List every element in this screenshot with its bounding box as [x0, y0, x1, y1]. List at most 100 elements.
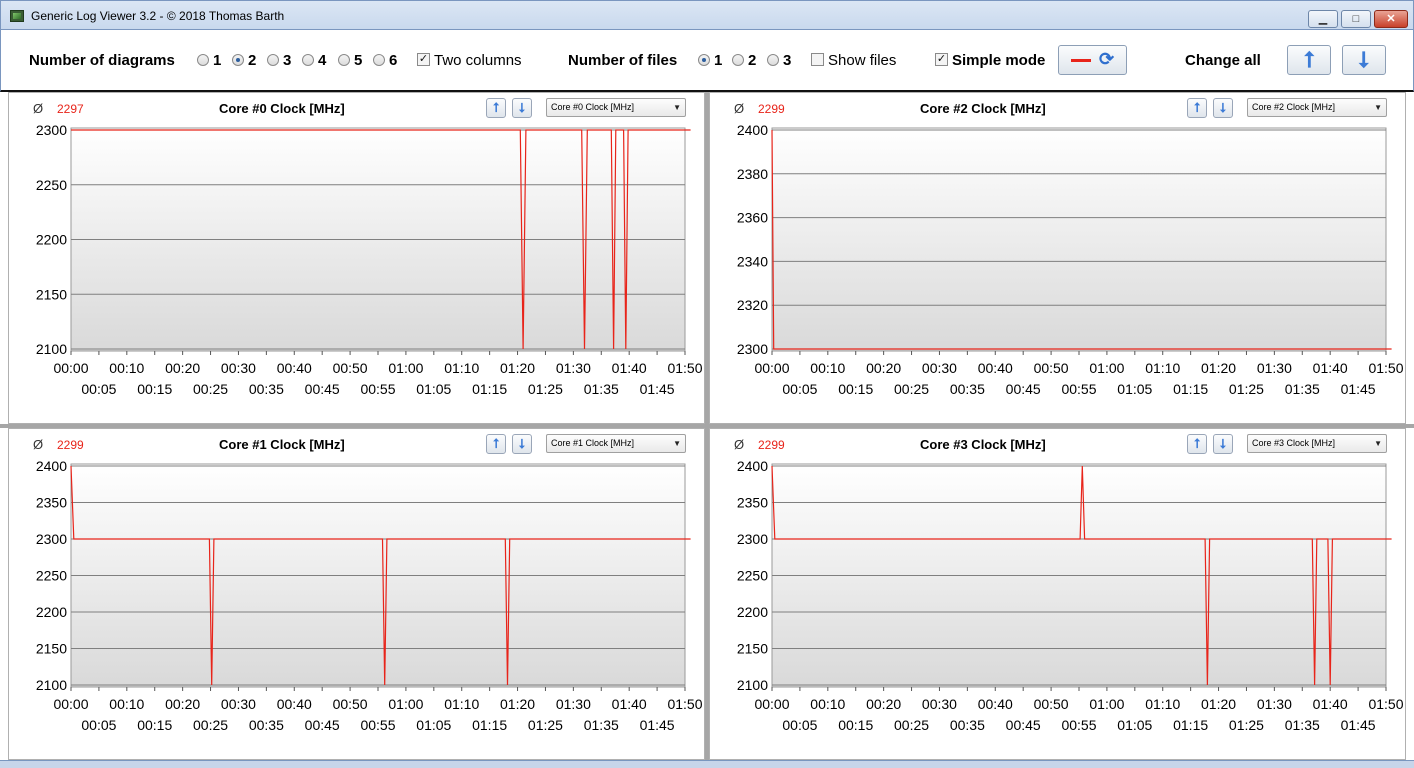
- show-files-checkbox[interactable]: [811, 53, 824, 66]
- diagram-panel-core3: Ø 2299 Core #3 Clock [MHz] ⭡ ⭣ Core #3 C…: [709, 428, 1406, 760]
- x-tick-label: 00:45: [1006, 717, 1041, 733]
- sensor-select[interactable]: Core #2 Clock [MHz] ▼: [1247, 98, 1387, 117]
- x-tick-label: 01:50: [667, 360, 702, 376]
- files-option-1: 1: [714, 52, 723, 69]
- simple-mode-checkbox[interactable]: ✓: [935, 53, 948, 66]
- window-title: Generic Log Viewer 3.2 - © 2018 Thomas B…: [31, 9, 285, 23]
- move-down-all-button[interactable]: ⭣: [1342, 45, 1386, 75]
- x-tick-label: 01:25: [528, 717, 563, 733]
- series-line: [771, 129, 1392, 350]
- sensor-select[interactable]: Core #1 Clock [MHz] ▼: [546, 434, 686, 453]
- files-radio-3[interactable]: [767, 54, 779, 66]
- move-down-button[interactable]: ⭣: [1213, 98, 1233, 118]
- diagrams-radio-2[interactable]: [232, 54, 244, 66]
- move-up-button[interactable]: ⭡: [1187, 98, 1207, 118]
- average-value: 2297: [57, 102, 84, 116]
- x-tick-label: 01:45: [1341, 381, 1376, 397]
- move-up-button[interactable]: ⭡: [1187, 434, 1207, 454]
- sensor-select[interactable]: Core #3 Clock [MHz] ▼: [1247, 434, 1387, 453]
- sensor-select[interactable]: Core #0 Clock [MHz] ▼: [546, 98, 686, 117]
- x-tick-label: 00:15: [137, 381, 172, 397]
- y-tick-label: 2360: [737, 210, 768, 226]
- diagrams-radio-6[interactable]: [373, 54, 385, 66]
- x-tick-label: 00:55: [1061, 381, 1096, 397]
- x-tick-label: 01:05: [1117, 717, 1152, 733]
- x-tick-label: 01:15: [1173, 381, 1208, 397]
- diagrams-label: Number of diagrams: [29, 52, 175, 69]
- x-tick-label: 01:05: [416, 717, 451, 733]
- move-up-button[interactable]: ⭡: [486, 434, 506, 454]
- close-button[interactable]: ✕: [1374, 10, 1408, 28]
- x-tick-label: 00:25: [193, 717, 228, 733]
- x-tick-label: 01:30: [556, 696, 591, 712]
- move-up-all-button[interactable]: ⭡: [1287, 45, 1331, 75]
- x-tick-label: 01:50: [667, 696, 702, 712]
- x-tick-label: 01:40: [612, 360, 647, 376]
- move-down-button[interactable]: ⭣: [512, 98, 532, 118]
- move-up-button[interactable]: ⭡: [486, 98, 506, 118]
- x-tick-label: 00:30: [922, 360, 957, 376]
- x-tick-label: 01:20: [500, 360, 535, 376]
- diagrams-radio-1[interactable]: [197, 54, 209, 66]
- x-tick-label: 01:40: [612, 696, 647, 712]
- diagrams-radio-4[interactable]: [302, 54, 314, 66]
- x-tick-label: 00:00: [754, 360, 789, 376]
- x-tick-label: 00:20: [165, 360, 200, 376]
- x-tick-label: 00:25: [193, 381, 228, 397]
- change-all-label: Change all: [1185, 52, 1261, 69]
- y-tick-label: 2250: [737, 568, 768, 584]
- x-tick-label: 00:40: [978, 696, 1013, 712]
- x-tick-label: 01:30: [556, 360, 591, 376]
- diagrams-radio-5[interactable]: [338, 54, 350, 66]
- x-tick-label: 00:15: [838, 717, 873, 733]
- line-chart: 2100 2150 2200 2250 2300 00:00 00:10 00:20 00:30…: [36, 122, 703, 397]
- files-radio-2[interactable]: [732, 54, 744, 66]
- x-tick-label: 01:15: [472, 381, 507, 397]
- y-tick-label: 2250: [36, 177, 67, 193]
- x-tick-label: 01:15: [1173, 717, 1208, 733]
- refresh-icon: ⟳: [1099, 49, 1115, 69]
- diagrams-option-5: 5: [354, 52, 363, 69]
- diagrams-option-3: 3: [283, 52, 292, 69]
- x-tick-label: 01:25: [528, 381, 563, 397]
- x-tick-label: 00:30: [922, 696, 957, 712]
- x-tick-label: 00:05: [782, 717, 817, 733]
- x-tick-label: 01:50: [1368, 360, 1403, 376]
- x-tick-label: 01:20: [500, 696, 535, 712]
- move-down-button[interactable]: ⭣: [1213, 434, 1233, 454]
- x-tick-label: 00:40: [978, 360, 1013, 376]
- arrow-up-icon: ⭡: [1193, 100, 1201, 115]
- diagram-panel-core1: Ø 2299 Core #1 Clock [MHz] ⭡ ⭣ Core #1 C…: [8, 428, 705, 760]
- show-files-label: Show files: [828, 52, 897, 69]
- sensor-select-value: Core #0 Clock [MHz]: [551, 102, 635, 112]
- files-radio-1[interactable]: [698, 54, 710, 66]
- x-tick-label: 01:50: [1368, 696, 1403, 712]
- y-tick-label: 2200: [36, 604, 67, 620]
- x-tick-label: 01:00: [1089, 696, 1124, 712]
- x-tick-label: 00:40: [277, 360, 312, 376]
- chevron-down-icon: ▼: [1374, 439, 1382, 448]
- diagram-title: Core #2 Clock [MHz]: [920, 101, 1046, 116]
- x-tick-label: 00:30: [221, 360, 256, 376]
- x-tick-label: 00:40: [277, 696, 312, 712]
- y-tick-label: 2100: [36, 341, 67, 357]
- x-tick-label: 01:05: [1117, 381, 1152, 397]
- toolbar: Number of diagrams 1 2 3 4 5 6 ✓ Two col…: [0, 30, 1414, 92]
- two-columns-checkbox[interactable]: ✓: [417, 53, 430, 66]
- x-tick-label: 00:45: [305, 381, 340, 397]
- x-tick-label: 00:35: [249, 717, 284, 733]
- x-tick-label: 00:10: [109, 696, 144, 712]
- maximize-button[interactable]: □: [1341, 10, 1371, 28]
- diagram-title: Core #0 Clock [MHz]: [219, 101, 345, 116]
- x-tick-label: 00:00: [53, 696, 88, 712]
- horizontal-splitter[interactable]: [0, 424, 1414, 428]
- series-line: [771, 465, 1392, 686]
- diagrams-radio-3[interactable]: [267, 54, 279, 66]
- x-tick-label: 01:20: [1201, 696, 1236, 712]
- files-option-2: 2: [748, 52, 757, 69]
- move-down-button[interactable]: ⭣: [512, 434, 532, 454]
- line-color-toggle-button[interactable]: ⟳: [1058, 45, 1127, 75]
- y-tick-label: 2350: [36, 495, 67, 511]
- sensor-select-value: Core #3 Clock [MHz]: [1252, 438, 1336, 448]
- minimize-button[interactable]: ▁: [1308, 10, 1338, 28]
